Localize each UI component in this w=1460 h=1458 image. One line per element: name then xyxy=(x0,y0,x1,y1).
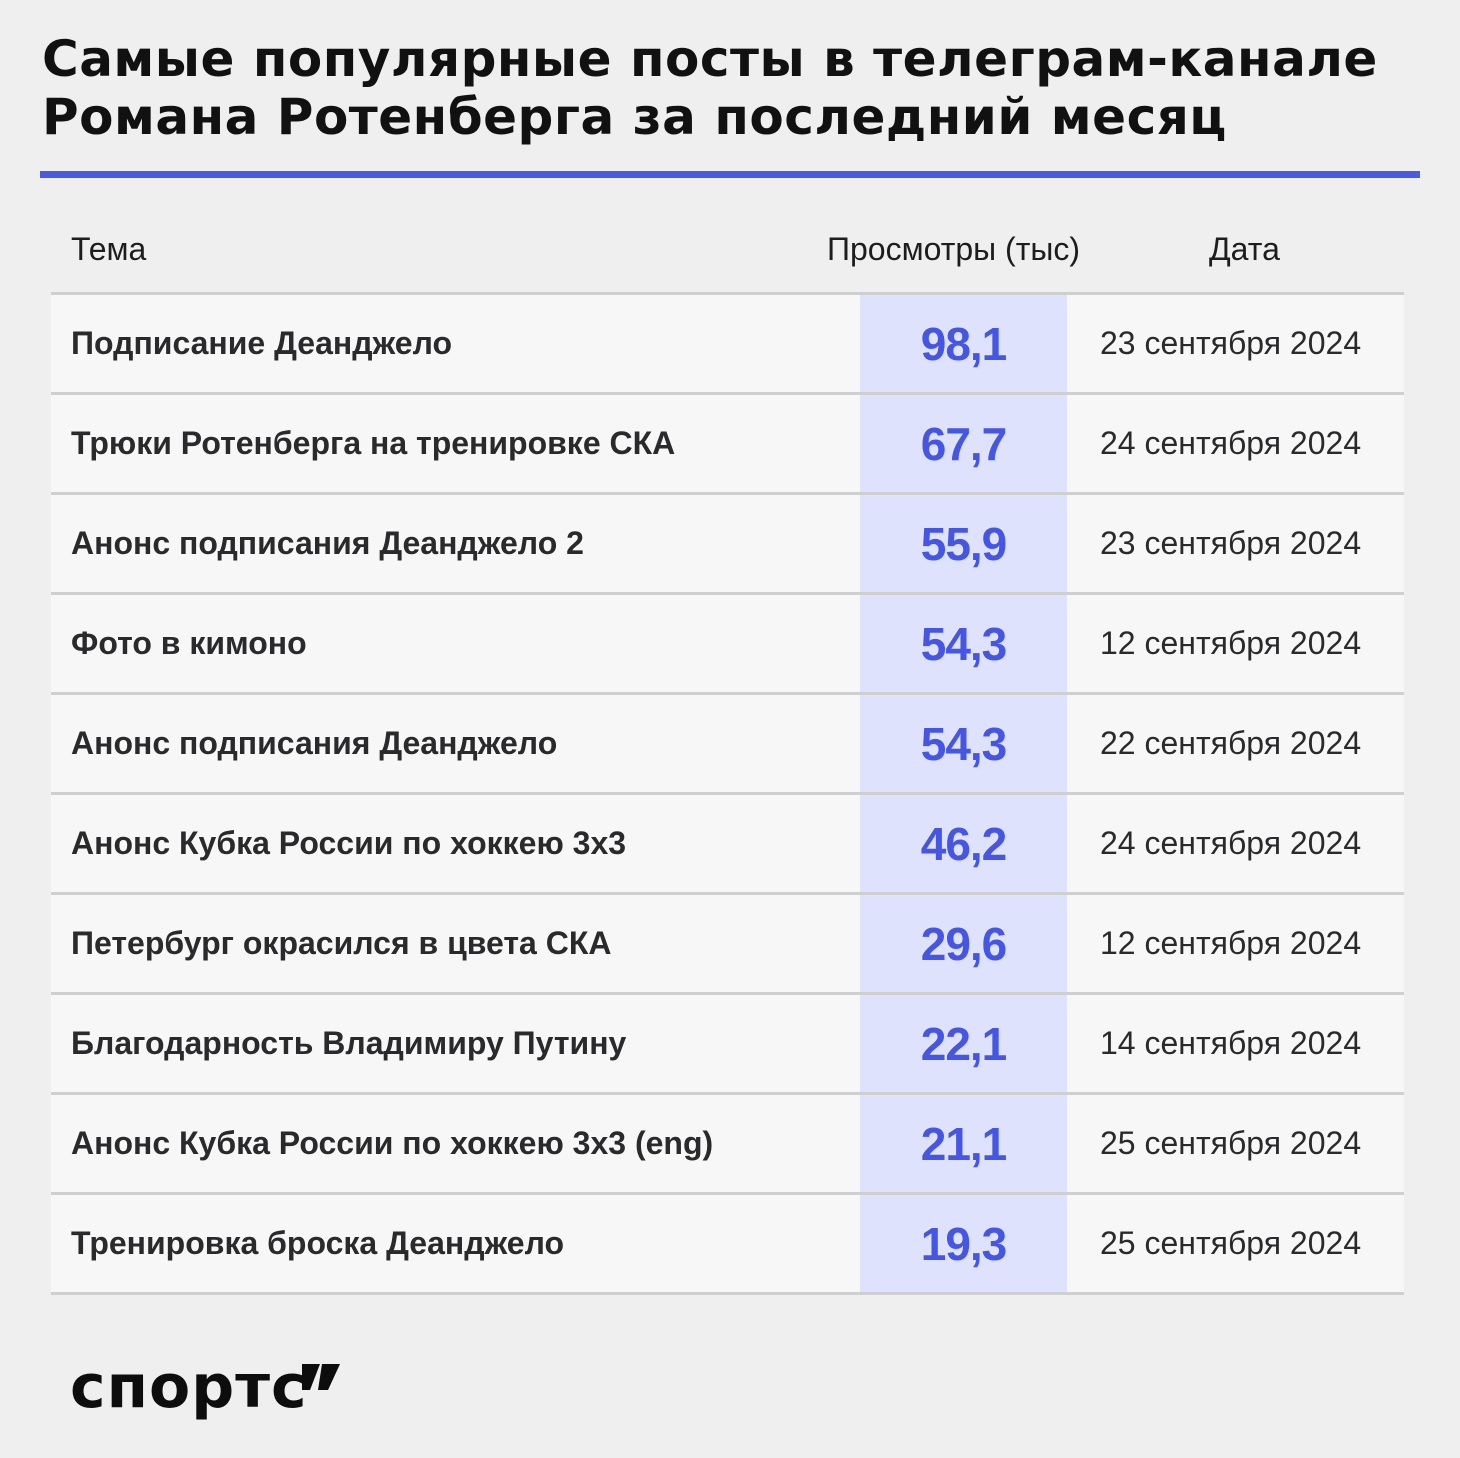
table-row: Петербург окрасился в цвета СКА 29,6 12 се… xyxy=(51,895,1404,995)
cell-date: 22 сентября 2024 xyxy=(1100,725,1362,761)
table-row: Благодарность Владимиру Путину 22,1 14 сен… xyxy=(51,995,1404,1095)
cell-topic: Анонс подписания Деанджело 2 xyxy=(71,525,584,561)
cell-topic: Фото в кимоно xyxy=(71,625,307,661)
table-header: Тема Просмотры (тыс) Дата xyxy=(51,215,1404,292)
cell-date: 25 сентября 2024 xyxy=(1100,1225,1362,1261)
views-highlight xyxy=(860,295,1067,392)
logo-mark-icon xyxy=(302,1364,340,1390)
table-row: Трюки Ротенберга на тренировке СКА 67,7 24… xyxy=(51,395,1404,495)
cell-topic: Петербург окрасился в цвета СКА xyxy=(71,925,612,961)
table-row: Анонс Кубка России по хоккею 3х3 46,2 24 с… xyxy=(51,795,1404,895)
table-row: Анонс подписания Деанджело 54,3 22 сентябр… xyxy=(51,695,1404,795)
cell-views: 54,3 xyxy=(920,718,1008,770)
views-highlight xyxy=(860,495,1067,592)
cell-views: 55,9 xyxy=(920,518,1008,570)
cell-date: 14 сентября 2024 xyxy=(1100,1025,1362,1061)
cell-topic: Анонс Кубка России по хоккею 3х3 (eng) xyxy=(71,1125,714,1161)
table-row: Подписание Деанджело 98,1 23 сентября 2024 xyxy=(51,295,1404,395)
column-header-date: Дата xyxy=(1209,231,1280,267)
cell-views: 46,2 xyxy=(920,818,1008,870)
cell-date: 24 сентября 2024 xyxy=(1100,825,1362,861)
table-body: Подписание Деанджело 98,1 23 сентября 2024… xyxy=(51,292,1404,1295)
views-highlight xyxy=(860,1195,1067,1292)
views-highlight xyxy=(860,895,1067,992)
cell-topic: Трюки Ротенберга на тренировке СКА xyxy=(71,425,676,461)
cell-views: 21,1 xyxy=(920,1118,1008,1170)
column-header-views: Просмотры (тыс) xyxy=(827,231,1080,267)
cell-views: 67,7 xyxy=(920,418,1008,470)
table-row: Фото в кимоно 54,3 12 сентября 2024 xyxy=(51,595,1404,695)
cell-date: 12 сентября 2024 xyxy=(1100,625,1362,661)
table-row: Тренировка броска Деанджело 19,3 25 сентяб… xyxy=(51,1195,1404,1295)
cell-views: 22,1 xyxy=(920,1018,1008,1070)
table-row: Анонс подписания Деанджело 2 55,9 23 сентя… xyxy=(51,495,1404,595)
cell-date: 23 сентября 2024 xyxy=(1100,525,1362,561)
title-underline xyxy=(40,171,1420,178)
views-highlight xyxy=(860,395,1067,492)
views-highlight xyxy=(860,995,1067,1092)
cell-topic: Анонс Кубка России по хоккею 3х3 xyxy=(71,825,627,861)
cell-topic: Благодарность Владимиру Путину xyxy=(71,1025,627,1061)
views-highlight xyxy=(860,1095,1067,1192)
cell-date: 23 сентября 2024 xyxy=(1100,325,1362,361)
cell-topic: Анонс подписания Деанджело xyxy=(71,725,558,761)
table-row: Анонс Кубка России по хоккею 3х3 (eng) 21… xyxy=(51,1095,1404,1195)
cell-views: 54,3 xyxy=(920,618,1008,670)
cell-views: 19,3 xyxy=(920,1218,1008,1270)
views-highlight xyxy=(860,695,1067,792)
column-header-topic: Тема xyxy=(71,231,147,267)
posts-table: Тема Просмотры (тыс) Дата Подписание Деа… xyxy=(51,215,1404,1295)
cell-topic: Подписание Деанджело xyxy=(71,325,453,361)
cell-topic: Тренировка броска Деанджело xyxy=(71,1225,565,1261)
cell-views: 98,1 xyxy=(920,318,1008,370)
views-highlight xyxy=(860,795,1067,892)
cell-date: 12 сентября 2024 xyxy=(1100,925,1362,961)
cell-date: 25 сентября 2024 xyxy=(1100,1125,1362,1161)
views-highlight xyxy=(860,595,1067,692)
sports-logo: спортс xyxy=(70,1352,308,1422)
cell-date: 24 сентября 2024 xyxy=(1100,425,1362,461)
page-title: Самые популярные посты в телеграм-канале… xyxy=(42,30,1378,146)
cell-views: 29,6 xyxy=(920,918,1008,970)
